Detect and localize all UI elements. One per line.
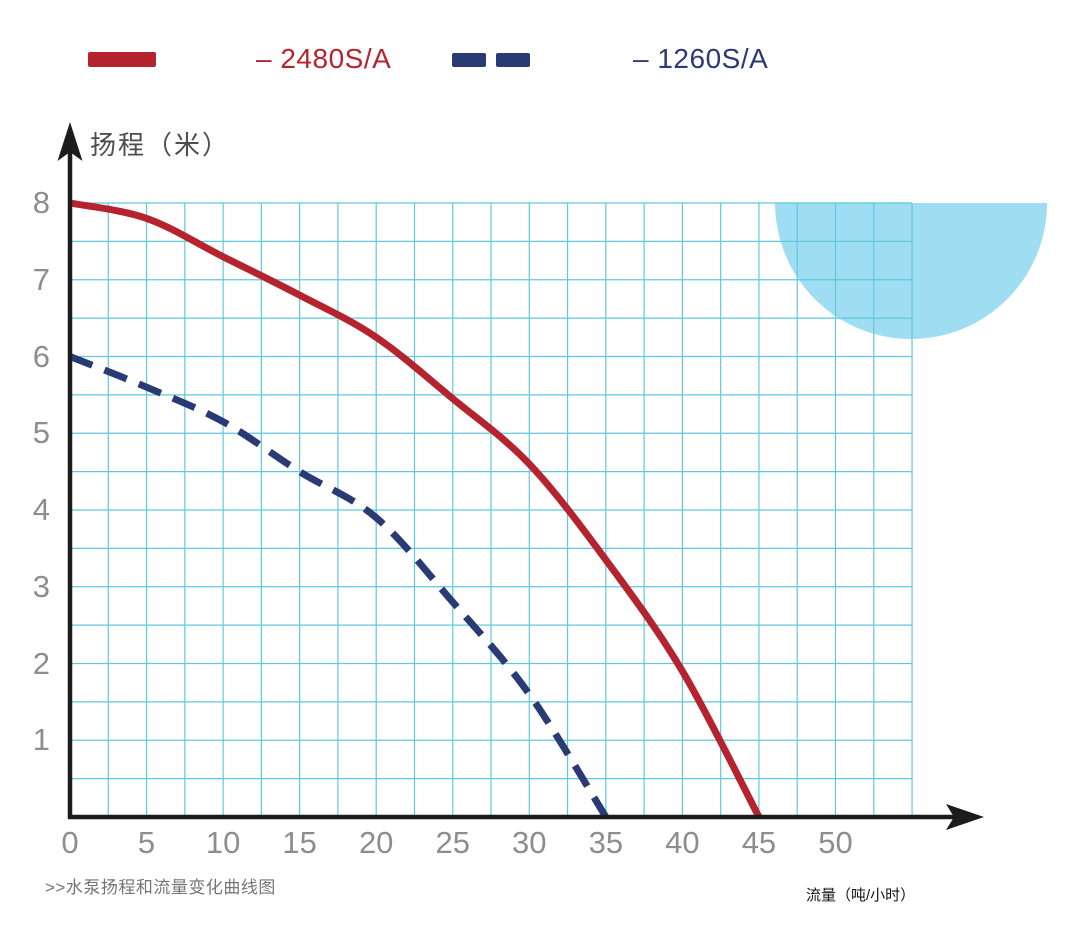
x-tick-label: 0 bbox=[61, 825, 79, 860]
decor-half-circle bbox=[775, 203, 1048, 340]
x-tick-label: 40 bbox=[665, 825, 700, 860]
legend-solid-line-swatch bbox=[88, 52, 156, 67]
x-tick-label: 50 bbox=[818, 825, 853, 860]
y-axis-arrow-icon bbox=[57, 122, 83, 161]
legend-label-1260sa: – 1260S/A bbox=[633, 43, 769, 74]
curve-2480sa bbox=[69, 199, 763, 819]
x-tick-label: 20 bbox=[358, 825, 394, 860]
legend-dashed-line-swatch bbox=[452, 53, 486, 67]
y-tick-label: 1 bbox=[32, 722, 50, 758]
y-tick-label: 8 bbox=[32, 185, 50, 220]
y-tick-label: 4 bbox=[32, 492, 50, 527]
legend-dashed-line-swatch bbox=[496, 53, 530, 67]
grid-lines bbox=[70, 202, 913, 817]
y-tick-label: 2 bbox=[32, 645, 50, 681]
x-tick-label: 15 bbox=[282, 825, 317, 860]
curve-1260sa bbox=[68, 353, 609, 819]
x-tick-label: 25 bbox=[435, 825, 470, 860]
x-tick-label: 5 bbox=[137, 825, 156, 860]
x-tick-label: 35 bbox=[588, 825, 624, 860]
x-tick-label: 10 bbox=[205, 825, 241, 860]
y-axis-title: 扬程（米） bbox=[90, 130, 231, 160]
x-axis-title: 流量（吨/小时） bbox=[806, 887, 916, 904]
x-tick-label: 30 bbox=[512, 825, 547, 860]
x-tick-label: 45 bbox=[741, 825, 777, 860]
y-tick-label: 6 bbox=[32, 338, 50, 374]
y-tick-label: 3 bbox=[32, 568, 50, 604]
chart-caption: >>水泵扬程和流量变化曲线图 bbox=[45, 878, 276, 897]
y-tick-label: 7 bbox=[32, 261, 50, 297]
legend-label-2480sa: – 2480S/A bbox=[256, 43, 392, 74]
x-axis-arrow-icon bbox=[946, 804, 984, 830]
y-tick-label: 5 bbox=[32, 415, 50, 451]
axes bbox=[67, 148, 962, 820]
